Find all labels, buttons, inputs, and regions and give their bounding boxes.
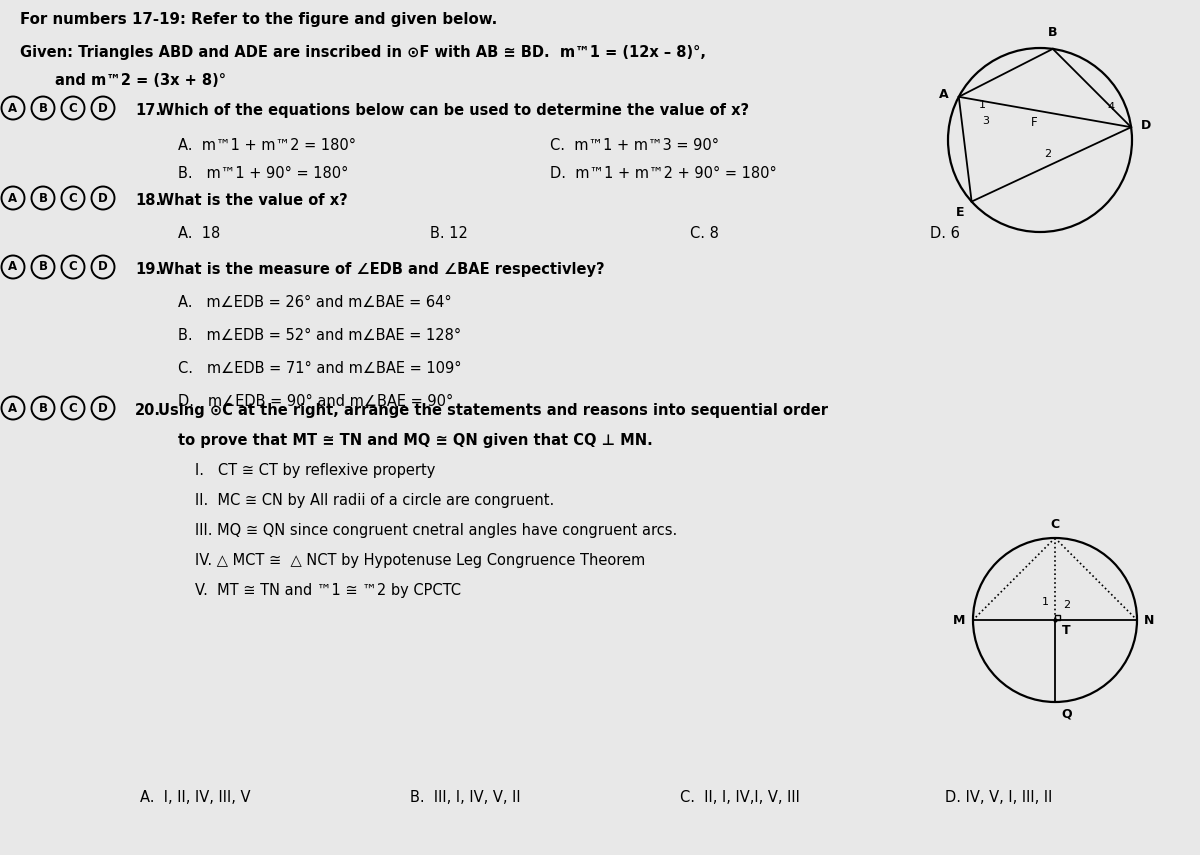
Text: 2: 2 — [1063, 600, 1070, 610]
Text: D: D — [98, 192, 108, 204]
Text: B.  III, I, IV, V, II: B. III, I, IV, V, II — [410, 790, 521, 805]
Text: B: B — [38, 402, 48, 415]
Text: C.   m∠EDB = 71° and m∠BAE = 109°: C. m∠EDB = 71° and m∠BAE = 109° — [178, 361, 462, 376]
Text: F: F — [1031, 116, 1038, 129]
Text: A: A — [8, 402, 18, 415]
Text: 20.: 20. — [134, 403, 161, 418]
Text: C: C — [68, 402, 77, 415]
Bar — [1055, 615, 1060, 620]
Text: A.   m∠EDB = 26° and m∠BAE = 64°: A. m∠EDB = 26° and m∠BAE = 64° — [178, 295, 451, 310]
Text: 4: 4 — [1108, 103, 1115, 112]
Text: D: D — [1141, 119, 1151, 132]
Text: D. IV, V, I, III, II: D. IV, V, I, III, II — [946, 790, 1052, 805]
Text: C. 8: C. 8 — [690, 226, 719, 241]
Text: V.  MT ≅ TN and ™1 ≅ ™2 by CPCTC: V. MT ≅ TN and ™1 ≅ ™2 by CPCTC — [194, 583, 461, 598]
Text: Q: Q — [1061, 707, 1072, 720]
Text: B.   m∠EDB = 52° and m∠BAE = 128°: B. m∠EDB = 52° and m∠BAE = 128° — [178, 328, 461, 343]
Text: D: D — [98, 102, 108, 115]
Text: II.  MC ≅ CN by All radii of a circle are congruent.: II. MC ≅ CN by All radii of a circle are… — [194, 493, 554, 508]
Text: What is the measure of ∠EDB and ∠BAE respectivley?: What is the measure of ∠EDB and ∠BAE res… — [158, 262, 605, 277]
Text: B.   m™1 + 90° = 180°: B. m™1 + 90° = 180° — [178, 166, 348, 181]
Text: D: D — [98, 261, 108, 274]
Text: 18.: 18. — [134, 193, 161, 208]
Text: B: B — [38, 261, 48, 274]
Text: D.   m∠EDB = 90° and m∠BAE = 90°: D. m∠EDB = 90° and m∠BAE = 90° — [178, 394, 454, 409]
Text: 1: 1 — [1042, 597, 1049, 607]
Text: A: A — [940, 88, 949, 101]
Text: C: C — [68, 102, 77, 115]
Text: A: A — [8, 102, 18, 115]
Text: B: B — [38, 102, 48, 115]
Text: E: E — [956, 205, 965, 219]
Text: C: C — [68, 261, 77, 274]
Text: C.  m™1 + m™3 = 90°: C. m™1 + m™3 = 90° — [550, 138, 719, 153]
Text: D: D — [98, 402, 108, 415]
Text: M: M — [953, 614, 965, 627]
Text: Using ⊙C at the right, arrange the statements and reasons into sequential order: Using ⊙C at the right, arrange the state… — [158, 403, 828, 418]
Text: B: B — [1048, 26, 1057, 38]
Text: B. 12: B. 12 — [430, 226, 468, 241]
Text: A.  m™1 + m™2 = 180°: A. m™1 + m™2 = 180° — [178, 138, 356, 153]
Text: C: C — [1050, 518, 1060, 531]
Text: Which of the equations below can be used to determine the value of x?: Which of the equations below can be used… — [158, 103, 749, 118]
Text: C: C — [68, 192, 77, 204]
Text: and m™2 = (3x + 8)°: and m™2 = (3x + 8)° — [55, 73, 226, 88]
Text: N: N — [1144, 614, 1154, 627]
Text: A: A — [8, 192, 18, 204]
Text: to prove that MT ≅ TN and MQ ≅ QN given that CQ ⊥ MN.: to prove that MT ≅ TN and MQ ≅ QN given … — [178, 433, 653, 448]
Text: D.  m™1 + m™2 + 90° = 180°: D. m™1 + m™2 + 90° = 180° — [550, 166, 776, 181]
Text: C.  II, I, IV,I, V, III: C. II, I, IV,I, V, III — [680, 790, 800, 805]
Text: 2: 2 — [1044, 149, 1051, 159]
Text: 1: 1 — [979, 100, 986, 109]
Text: 19.: 19. — [134, 262, 161, 277]
Text: A.  I, II, IV, III, V: A. I, II, IV, III, V — [140, 790, 251, 805]
Text: I.   CT ≅ CT by reflexive property: I. CT ≅ CT by reflexive property — [194, 463, 436, 478]
Text: B: B — [38, 192, 48, 204]
Text: 3: 3 — [983, 115, 989, 126]
Text: Given: Triangles ABD and ADE are inscribed in ⊙F with AB ≅ BD.  m™1 = (12x – 8)°: Given: Triangles ABD and ADE are inscrib… — [20, 45, 706, 60]
Text: T: T — [1062, 624, 1070, 637]
Text: IV. △ MCT ≅  △ NCT by Hypotenuse Leg Congruence Theorem: IV. △ MCT ≅ △ NCT by Hypotenuse Leg Cong… — [194, 553, 646, 568]
Text: A.  18: A. 18 — [178, 226, 221, 241]
Text: III. MQ ≅ QN since congruent cnetral angles have congruent arcs.: III. MQ ≅ QN since congruent cnetral ang… — [194, 523, 677, 538]
Text: A: A — [8, 261, 18, 274]
Text: What is the value of x?: What is the value of x? — [158, 193, 348, 208]
Text: 17.: 17. — [134, 103, 161, 118]
Text: D. 6: D. 6 — [930, 226, 960, 241]
Text: For numbers 17-19: Refer to the figure and given below.: For numbers 17-19: Refer to the figure a… — [20, 12, 497, 27]
